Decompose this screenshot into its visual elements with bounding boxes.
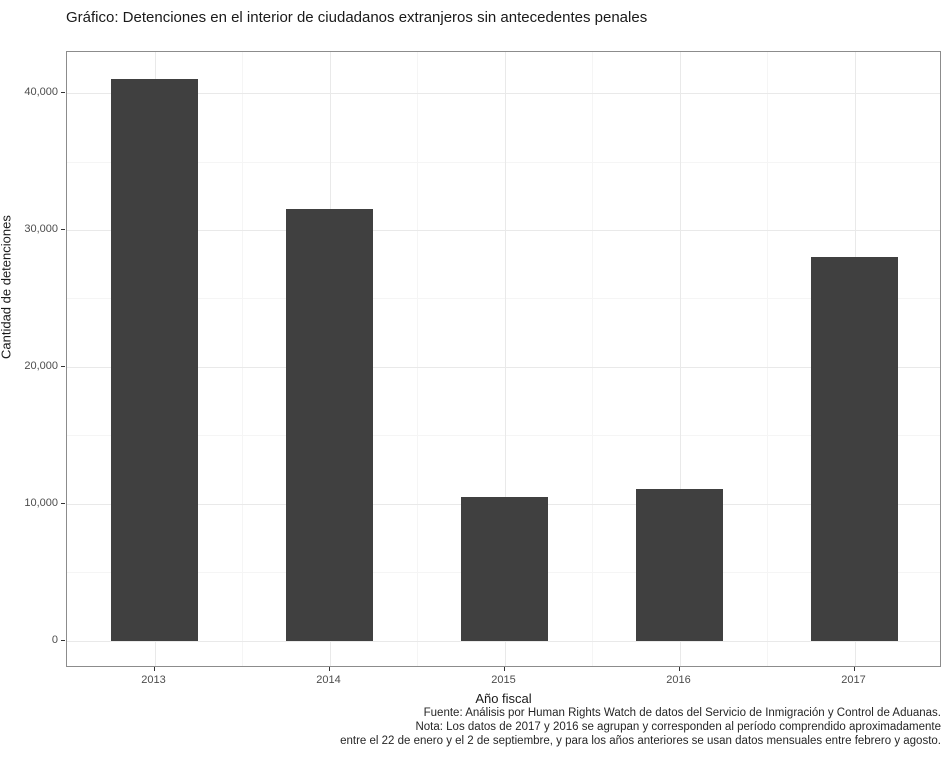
minor-gridline-horizontal xyxy=(67,298,940,300)
y-tick-label: 0 xyxy=(51,633,58,646)
major-gridline-horizontal xyxy=(67,229,940,231)
x-tick-mark xyxy=(678,667,680,671)
major-gridline-horizontal xyxy=(67,640,940,642)
minor-gridline-vertical xyxy=(242,52,243,666)
x-tick-label-2015: 2015 xyxy=(491,674,516,686)
y-tick-mark xyxy=(61,365,65,367)
caption-source-line: Fuente: Análisis por Human Rights Watch … xyxy=(423,707,941,719)
bar-2016 xyxy=(635,488,724,641)
y-tick-label: 40,000 xyxy=(24,86,58,99)
y-tick-label: 10,000 xyxy=(24,496,58,509)
y-tick-label: 30,000 xyxy=(24,222,58,235)
major-gridline-horizontal xyxy=(67,366,940,368)
x-tick-label-2014: 2014 xyxy=(316,674,341,686)
major-gridline-horizontal xyxy=(67,93,940,95)
y-tick-mark xyxy=(61,639,65,641)
bar-2014 xyxy=(285,209,374,641)
minor-gridline-horizontal xyxy=(67,161,940,163)
caption-note-line-1: Nota: Los datos de 2017 y 2016 se agrupa… xyxy=(415,721,941,733)
x-tick-mark xyxy=(853,667,855,671)
minor-gridline-vertical xyxy=(592,52,593,666)
minor-gridline-vertical xyxy=(767,52,768,666)
y-tick-label: 20,000 xyxy=(24,359,58,372)
source-note-caption: Fuente: Análisis por Human Rights Watch … xyxy=(101,706,941,748)
major-gridline-vertical xyxy=(679,52,681,666)
bar-2015 xyxy=(460,496,549,641)
x-tick-label-2016: 2016 xyxy=(666,674,691,686)
x-tick-mark xyxy=(328,667,330,671)
plot-panel xyxy=(66,51,941,667)
minor-gridline-vertical xyxy=(417,52,418,666)
minor-gridline-horizontal xyxy=(67,435,940,437)
major-gridline-vertical xyxy=(504,52,506,666)
chart-title: Gráfico: Detenciones en el interior de c… xyxy=(66,9,648,26)
x-tick-mark xyxy=(503,667,505,671)
x-axis-title: Año fiscal xyxy=(475,691,532,706)
x-tick-mark xyxy=(153,667,155,671)
y-tick-mark xyxy=(61,92,65,94)
y-axis-title: Cantidad de detenciones xyxy=(0,215,14,359)
bar-2017 xyxy=(810,257,899,641)
x-tick-label-2013: 2013 xyxy=(141,674,166,686)
caption-note-line-2: entre el 22 de enero y el 2 de septiembr… xyxy=(340,735,941,747)
y-tick-mark xyxy=(61,228,65,230)
x-tick-label-2017: 2017 xyxy=(841,674,866,686)
y-tick-mark xyxy=(61,502,65,504)
bar-2013 xyxy=(110,79,199,641)
